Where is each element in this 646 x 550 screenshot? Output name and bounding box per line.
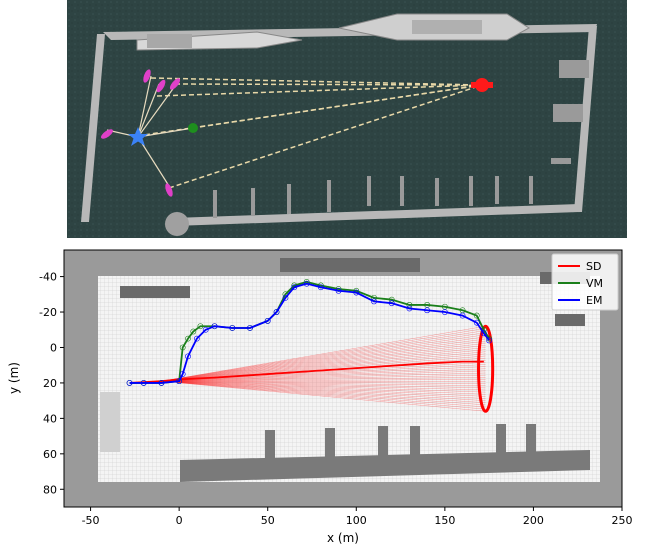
y-tick-label: 0 <box>50 341 57 354</box>
estimate-dot-icon <box>188 123 198 133</box>
legend-label-em: EM <box>586 294 602 307</box>
y-tick-label: -20 <box>39 306 57 319</box>
x-tick-label: 100 <box>346 514 367 527</box>
y-tick-label: -40 <box>39 271 57 284</box>
y-ticks: -40 -20 0 20 40 60 80 <box>39 271 64 497</box>
trajectory-chart-svg: -50 0 50 100 150 200 250 -40 -20 0 20 40 60 80 x (m)… <box>0 242 646 546</box>
x-tick-label: 150 <box>434 514 455 527</box>
legend-label-sd: SD <box>586 260 601 273</box>
x-ticks: -50 0 50 100 150 200 250 <box>82 507 633 527</box>
harbor-render-panel <box>67 0 627 238</box>
y-axis-label: y (m) <box>7 362 21 394</box>
x-tick-label: 250 <box>612 514 633 527</box>
y-tick-label: 20 <box>43 377 57 390</box>
legend: SD VM EM <box>552 254 618 310</box>
x-tick-label: 200 <box>523 514 544 527</box>
legend-label-vm: VM <box>586 277 603 290</box>
x-tick-label: 0 <box>176 514 183 527</box>
round-bollard <box>165 212 189 236</box>
harbor-render <box>67 0 627 238</box>
x-axis-label: x (m) <box>327 531 359 545</box>
y-tick-label: 60 <box>43 448 57 461</box>
y-tick-label: 40 <box>43 412 57 425</box>
y-tick-label: 80 <box>43 483 57 496</box>
x-tick-label: 50 <box>261 514 275 527</box>
x-tick-label: -50 <box>82 514 100 527</box>
trajectory-chart: -50 0 50 100 150 200 250 -40 -20 0 20 40 60 80 x (m)… <box>0 242 646 546</box>
